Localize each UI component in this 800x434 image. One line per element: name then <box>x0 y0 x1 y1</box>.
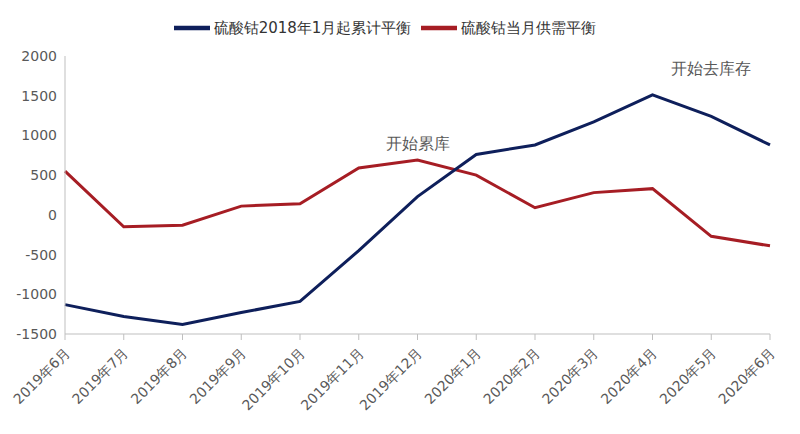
svg-text:开始去库存: 开始去库存 <box>671 59 751 78</box>
svg-text:2019年10月: 2019年10月 <box>238 344 308 414</box>
svg-text:-1000: -1000 <box>16 286 57 302</box>
svg-text:2019年12月: 2019年12月 <box>356 344 425 413</box>
svg-text:500: 500 <box>30 167 57 183</box>
html-text:硫酸钴当月供需平衡: 硫酸钴当月供需平衡 <box>461 18 597 37</box>
svg-text:2020年6月: 2020年6月 <box>715 344 778 407</box>
svg-text:2020年3月: 2020年3月 <box>539 344 602 407</box>
svg-text:0: 0 <box>48 207 57 223</box>
svg-text:2019年9月: 2019年9月 <box>186 344 249 407</box>
svg-text:1000: 1000 <box>21 127 57 143</box>
svg-text:2020年5月: 2020年5月 <box>656 344 719 407</box>
svg-text:-500: -500 <box>25 247 57 263</box>
svg-text:2019年6月: 2019年6月 <box>10 344 73 407</box>
svg-text:2020年4月: 2020年4月 <box>598 344 661 407</box>
svg-text:2020年2月: 2020年2月 <box>480 344 543 407</box>
svg-text:2000: 2000 <box>21 48 57 64</box>
svg-text:开始累库: 开始累库 <box>386 134 450 153</box>
svg-text:2019年11月: 2019年11月 <box>297 344 367 414</box>
svg-text:2019年7月: 2019年7月 <box>69 344 132 407</box>
html-text:硫酸钴2018年1月起累计平衡: 硫酸钴2018年1月起累计平衡 <box>213 18 412 37</box>
svg-text:-1500: -1500 <box>16 326 57 342</box>
svg-text:1500: 1500 <box>21 88 57 104</box>
svg-text:2020年1月: 2020年1月 <box>421 344 484 407</box>
svg-text:2019年8月: 2019年8月 <box>128 344 191 407</box>
